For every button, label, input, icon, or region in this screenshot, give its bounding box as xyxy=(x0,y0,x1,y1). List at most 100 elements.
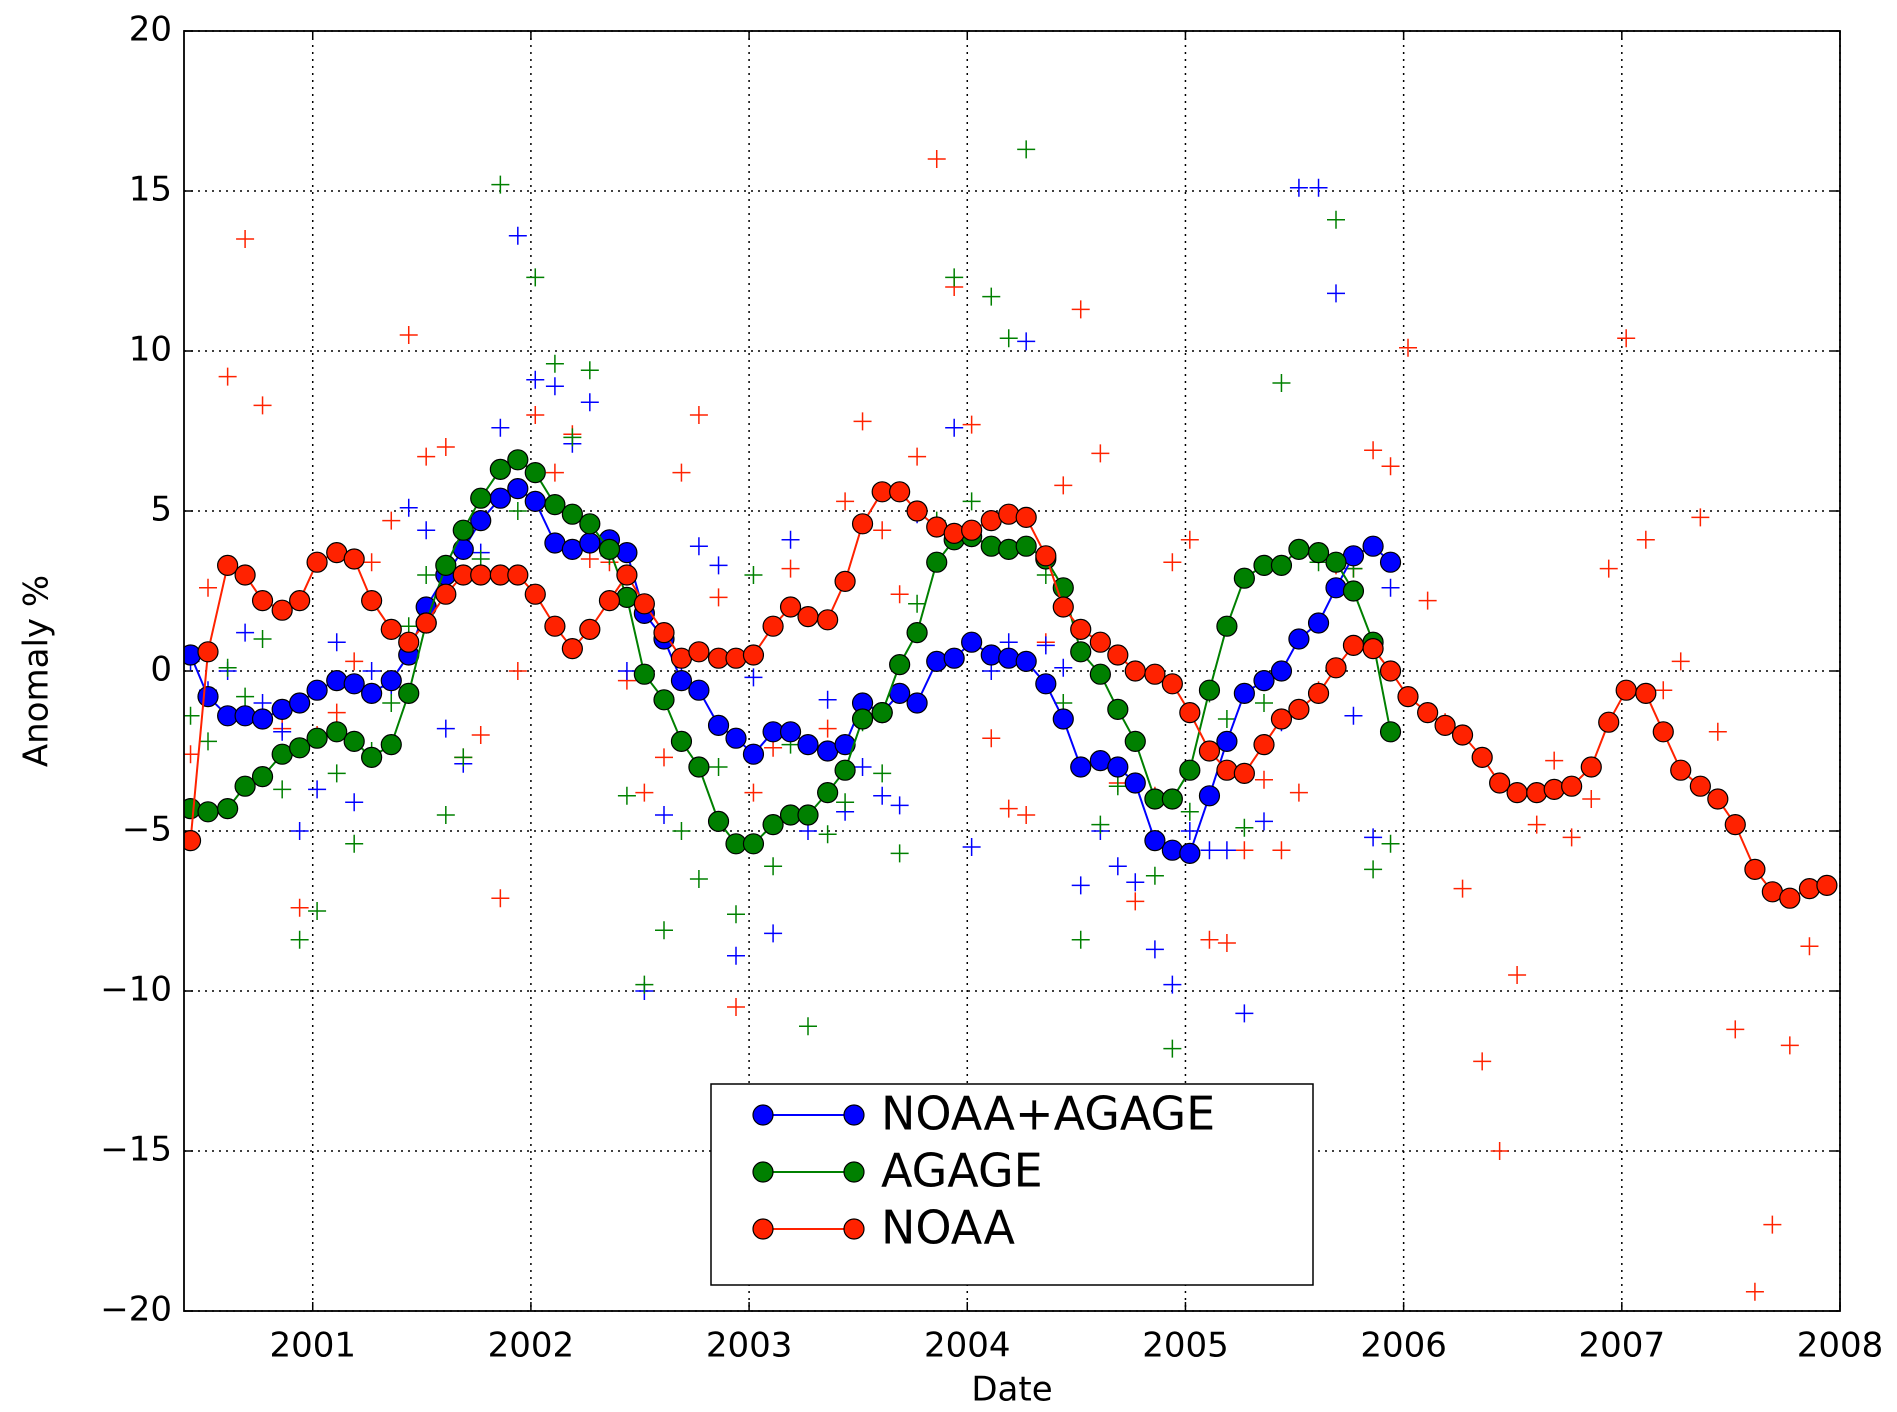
series-marker xyxy=(1379,721,1402,743)
series-marker xyxy=(507,478,529,500)
series-marker xyxy=(851,513,874,535)
series-marker xyxy=(343,548,365,570)
scatter-plus xyxy=(999,329,1018,348)
series-marker xyxy=(1052,708,1074,730)
series-marker xyxy=(306,727,328,749)
series-marker xyxy=(1035,673,1057,695)
series-marker xyxy=(197,641,219,663)
scatter-plus xyxy=(1235,818,1254,837)
series-marker xyxy=(1506,781,1528,804)
series-marker xyxy=(561,503,583,525)
scatter-plus xyxy=(327,703,346,722)
legend-marker xyxy=(843,1218,865,1240)
scatter-plus xyxy=(218,658,237,677)
series-marker xyxy=(1070,618,1092,641)
series-marker xyxy=(961,631,983,653)
scatter-plus xyxy=(744,668,763,687)
scatter-plus xyxy=(508,502,527,520)
scatter-plus xyxy=(1745,1282,1764,1301)
y-tick-label: 0 xyxy=(150,650,172,690)
series-marker xyxy=(1325,657,1347,679)
series-marker xyxy=(1035,545,1057,567)
series-marker xyxy=(1526,781,1548,804)
series-marker xyxy=(725,647,747,669)
series-marker xyxy=(1253,669,1275,692)
scatter-plus xyxy=(273,722,292,741)
scatter-plus xyxy=(873,786,892,805)
scatter-plus xyxy=(962,415,981,434)
legend-label: NOAA xyxy=(881,1201,1016,1255)
series-marker xyxy=(271,599,293,621)
series-marker xyxy=(998,647,1020,669)
series-marker xyxy=(1598,711,1620,733)
series-marker xyxy=(742,644,765,666)
series-marker xyxy=(871,701,893,724)
scatter-plus xyxy=(1726,1020,1745,1039)
scatter-plus xyxy=(744,566,763,584)
scatter-plus xyxy=(345,793,364,812)
series-marker xyxy=(926,650,948,673)
series-marker xyxy=(653,689,675,711)
scatter-plus xyxy=(727,905,745,924)
scatter-plus xyxy=(1126,873,1145,892)
scatter-plus xyxy=(345,652,364,671)
series-marker xyxy=(1779,887,1801,909)
series-marker xyxy=(1635,682,1657,705)
scatter-plus xyxy=(290,930,309,949)
scatter-plus xyxy=(545,377,564,396)
series-marker xyxy=(943,522,965,545)
series-marker xyxy=(1307,682,1330,705)
series-marker xyxy=(197,685,219,708)
scatter-plus xyxy=(1272,841,1291,860)
scatter-plus xyxy=(709,588,728,607)
scatter-plus xyxy=(1527,815,1546,834)
series-marker xyxy=(1216,730,1238,753)
series-marker xyxy=(834,759,856,781)
legend-marker xyxy=(752,1161,774,1183)
series-marker xyxy=(1288,628,1310,650)
series-marker xyxy=(1107,698,1129,721)
scatter-plus xyxy=(962,492,981,511)
scatter-plus xyxy=(853,412,872,431)
series-marker xyxy=(507,564,529,586)
series-marker xyxy=(1233,567,1255,589)
series-marker xyxy=(544,615,566,637)
scatter-plus xyxy=(273,780,292,799)
series-marker xyxy=(306,551,328,573)
scatter-plus xyxy=(1091,444,1110,463)
scatter-plus xyxy=(890,796,909,815)
series-marker xyxy=(234,775,256,797)
scatter-plus xyxy=(1145,940,1164,959)
series-marker xyxy=(470,487,492,509)
scatter-plus xyxy=(1473,1052,1492,1071)
scatter-plus xyxy=(436,806,455,824)
scatter-plus xyxy=(1255,770,1273,789)
series-marker xyxy=(598,538,621,561)
scatter-plus xyxy=(471,726,490,744)
scatter-plus xyxy=(327,764,346,783)
series-marker xyxy=(817,781,839,804)
scatter-plus xyxy=(727,998,745,1016)
scatter-plus xyxy=(454,748,473,767)
series-marker xyxy=(797,733,819,756)
series-marker xyxy=(1179,701,1201,724)
scatter-plus xyxy=(253,630,272,648)
scatter-plus xyxy=(945,268,964,287)
series-marker xyxy=(1417,701,1439,724)
scatter-plus xyxy=(927,150,946,168)
scatter-plus xyxy=(1364,860,1383,879)
series-marker xyxy=(906,692,928,714)
scatter-plus xyxy=(526,370,545,389)
scatter-plus xyxy=(236,687,255,706)
scatter-plus xyxy=(818,825,837,844)
series-marker xyxy=(234,564,256,586)
series-marker xyxy=(1270,708,1293,730)
y-axis-label: Anomaly % xyxy=(17,575,57,767)
series-marker xyxy=(561,637,583,660)
scatter-plus xyxy=(617,662,636,680)
legend-marker xyxy=(752,1104,774,1126)
series-marker xyxy=(1744,858,1766,881)
scatter-plus xyxy=(1708,722,1727,741)
scatter-plus xyxy=(1453,879,1472,898)
